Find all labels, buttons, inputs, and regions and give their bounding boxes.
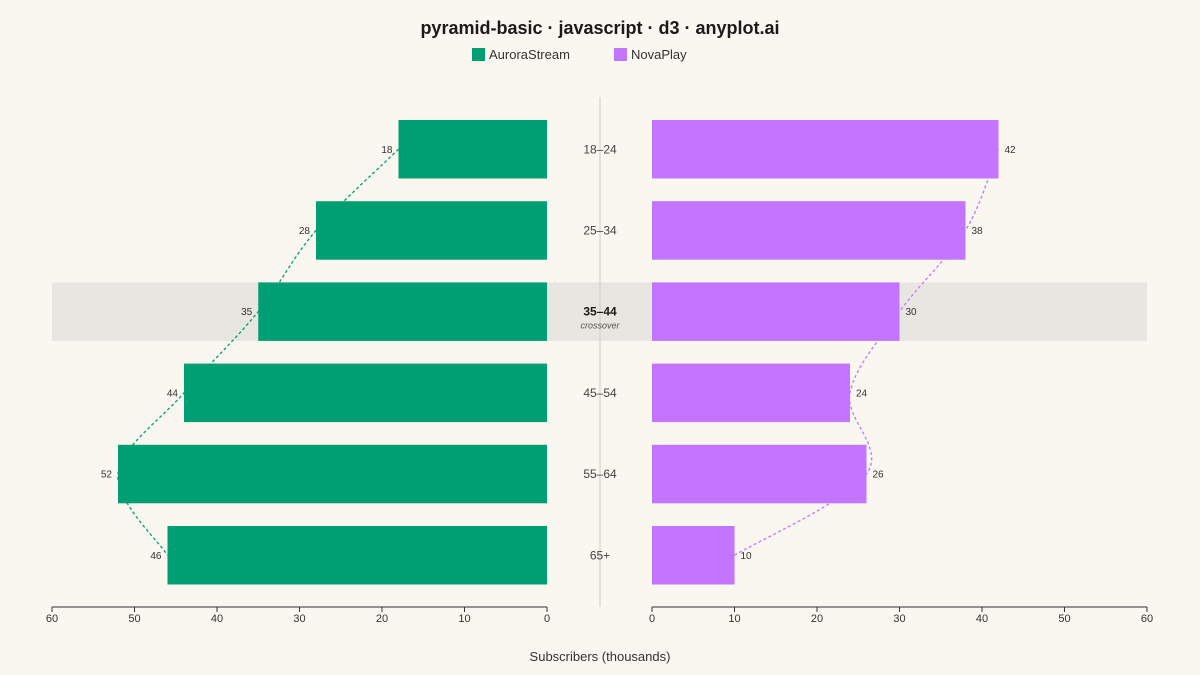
x-tick-label-right-20: 20 xyxy=(811,613,823,625)
labels-layer: 18 42 18–24 28 38 25–34 35 30 35–44 crossover 44 24… xyxy=(101,142,1016,562)
legend: AuroraStream NovaPlay xyxy=(472,47,687,62)
bar-novaplay-35-44 xyxy=(652,282,900,341)
bar-aurorastream-18-24 xyxy=(398,120,547,179)
x-tick-label-right-10: 10 xyxy=(728,613,740,625)
data-label-aurorastream-18-24: 18 xyxy=(381,145,393,156)
x-tick-label-left-60: 60 xyxy=(46,613,58,625)
bar-novaplay-65 xyxy=(652,526,735,585)
bar-novaplay-25-34 xyxy=(652,201,966,260)
data-label-novaplay-25-34: 38 xyxy=(972,226,984,237)
x-tick-label-left-30: 30 xyxy=(293,613,305,625)
bar-novaplay-18-24 xyxy=(652,120,999,179)
x-tick-label-left-50: 50 xyxy=(128,613,140,625)
x-tick-label-left-10: 10 xyxy=(458,613,470,625)
data-label-aurorastream-65: 46 xyxy=(150,551,162,562)
x-tick-label-left-40: 40 xyxy=(211,613,223,625)
data-label-aurorastream-55-64: 52 xyxy=(101,470,113,481)
trend-lines-layer xyxy=(117,148,1000,556)
legend-swatch-novaplay xyxy=(614,48,627,61)
data-label-aurorastream-35-44: 35 xyxy=(241,307,253,318)
category-label-25-34: 25–34 xyxy=(583,223,617,237)
chart-title: pyramid-basic · javascript · d3 · anyplo… xyxy=(420,18,779,38)
data-label-aurorastream-25-34: 28 xyxy=(299,226,311,237)
bar-aurorastream-65 xyxy=(167,526,547,585)
bar-aurorastream-35-44 xyxy=(258,282,547,341)
bar-novaplay-45-54 xyxy=(652,363,850,423)
data-label-novaplay-65: 10 xyxy=(741,551,753,562)
x-tick-label-right-30: 30 xyxy=(893,613,905,625)
data-label-novaplay-18-24: 42 xyxy=(1005,145,1017,156)
legend-item-aurorastream: AuroraStream xyxy=(472,47,570,62)
data-label-aurorastream-45-54: 44 xyxy=(167,388,179,399)
x-tick-label-right-40: 40 xyxy=(976,613,988,625)
category-label-45-54: 45–54 xyxy=(583,386,617,400)
bar-aurorastream-55-64 xyxy=(118,444,547,504)
x-axis-label: Subscribers (thousands) xyxy=(530,649,671,664)
category-label-65: 65+ xyxy=(590,548,610,562)
bar-aurorastream-25-34 xyxy=(316,201,547,260)
category-label-55-64: 55–64 xyxy=(583,467,617,481)
bars-layer xyxy=(118,120,999,585)
bar-aurorastream-45-54 xyxy=(184,363,547,423)
x-tick-label-right-60: 60 xyxy=(1141,613,1153,625)
legend-item-novaplay: NovaPlay xyxy=(614,47,687,62)
x-tick-label-right-50: 50 xyxy=(1058,613,1070,625)
x-axes: 0 0 10 10 20 20 30 30 40 40 50 50 60 60 xyxy=(46,606,1153,625)
highlight-note: crossover xyxy=(580,321,620,331)
x-tick-label-left-0: 0 xyxy=(544,613,550,625)
data-label-novaplay-55-64: 26 xyxy=(873,470,885,481)
category-label-35-44: 35–44 xyxy=(583,305,617,319)
legend-swatch-aurorastream xyxy=(472,48,485,61)
trend-line-aurorastream xyxy=(117,148,399,556)
x-tick-label-right-0: 0 xyxy=(649,613,655,625)
legend-label-aurorastream: AuroraStream xyxy=(489,47,570,62)
legend-label-novaplay: NovaPlay xyxy=(631,47,687,62)
trend-line-novaplay xyxy=(734,149,1000,556)
x-tick-label-left-20: 20 xyxy=(376,613,388,625)
bar-novaplay-55-64 xyxy=(652,444,867,504)
data-label-novaplay-35-44: 30 xyxy=(906,307,918,318)
category-label-18-24: 18–24 xyxy=(583,142,617,156)
data-label-novaplay-45-54: 24 xyxy=(856,388,868,399)
